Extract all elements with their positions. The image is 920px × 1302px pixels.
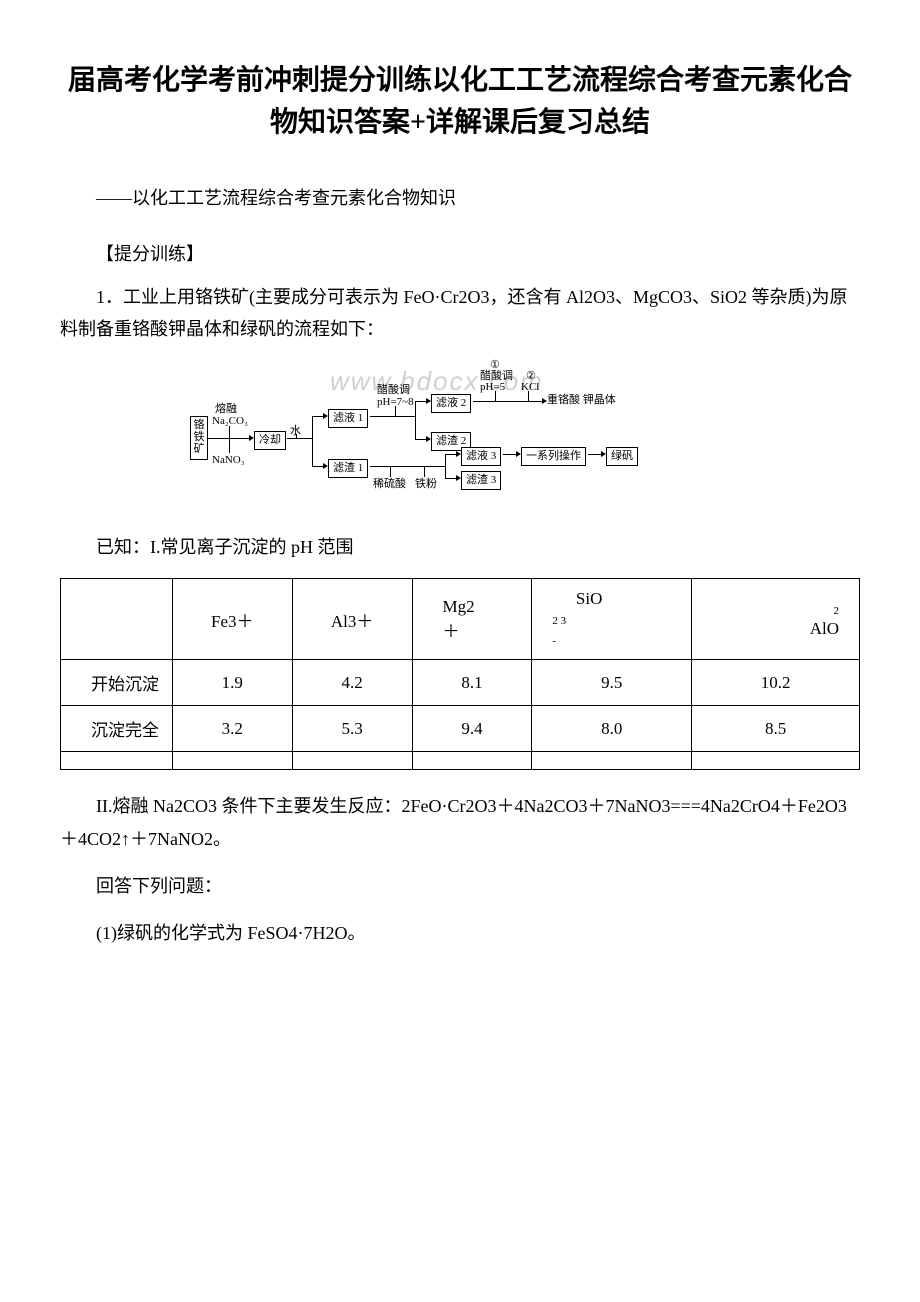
arrow bbox=[445, 454, 457, 455]
box-chromite: 铬 铁 矿 bbox=[190, 416, 208, 460]
row-label: 沉淀完全 bbox=[61, 706, 173, 752]
table-cell: 8.5 bbox=[692, 706, 860, 752]
table-cell: 9.5 bbox=[532, 660, 692, 706]
arrow bbox=[312, 416, 324, 417]
label-product: 重铬酸 钾晶体 bbox=[547, 394, 616, 407]
arrow bbox=[415, 439, 427, 440]
arrow bbox=[415, 401, 427, 402]
arrow bbox=[370, 466, 445, 467]
section-label: 【提分训练】 bbox=[60, 240, 860, 266]
document-subtitle: ——以化工工艺流程综合考查元素化合物知识 bbox=[60, 184, 860, 210]
ph-table: Fe3＋ Al3＋ Mg2＋ SiO2 3- 2AlO 开始沉淀 1.9 4.2… bbox=[60, 578, 860, 770]
label-nano3: NaNO₃ bbox=[212, 454, 245, 466]
box-filtrate2: 滤液 2 bbox=[431, 394, 471, 413]
arrow bbox=[415, 401, 416, 439]
table-row: 开始沉淀 1.9 4.2 8.1 9.5 10.2 bbox=[61, 660, 860, 706]
table-header-row: Fe3＋ Al3＋ Mg2＋ SiO2 3- 2AlO bbox=[61, 579, 860, 660]
table-header: Mg2＋ bbox=[412, 579, 532, 660]
label-acetic1: 醋酸调 bbox=[377, 384, 410, 396]
document-title: 届高考化学考前冲刺提分训练以化工工艺流程综合考查元素化合物知识答案+详解课后复习… bbox=[60, 60, 860, 144]
table-cell: 4.2 bbox=[292, 660, 412, 706]
label-kcl: KCl bbox=[521, 381, 539, 393]
label-ph2: pH=5 bbox=[480, 381, 505, 393]
table-header: Fe3＋ bbox=[172, 579, 292, 660]
process-flowchart: www.bdocx.com 铬 铁 矿 熔融 Na₂CO₃ NaNO₃ 冷却 水… bbox=[190, 361, 670, 506]
arrow bbox=[495, 391, 496, 401]
table-cell: 8.1 bbox=[412, 660, 532, 706]
arrow bbox=[473, 401, 543, 402]
arrow bbox=[296, 434, 297, 438]
arrow bbox=[370, 416, 415, 417]
table-header: 2AlO bbox=[692, 579, 860, 660]
arrow bbox=[528, 391, 529, 401]
known-2: II.熔融 Na2CO3 条件下主要发生反应：2FeO·Cr2O3＋4Na2CO… bbox=[60, 790, 860, 855]
box-cooling: 冷却 bbox=[254, 431, 286, 450]
table-row: 沉淀完全 3.2 5.3 9.4 8.0 8.5 bbox=[61, 706, 860, 752]
answer-label: 回答下列问题： bbox=[60, 870, 860, 902]
table-empty-row bbox=[61, 752, 860, 770]
arrow bbox=[445, 478, 457, 479]
arrow bbox=[445, 454, 446, 478]
arrow bbox=[312, 466, 324, 467]
label-molten: 熔融 bbox=[215, 403, 237, 415]
label-dilute-sulfuric: 稀硫酸 bbox=[373, 478, 406, 490]
arrow bbox=[395, 406, 396, 416]
table-header: SiO2 3- bbox=[532, 579, 692, 660]
table-cell: 9.4 bbox=[412, 706, 532, 752]
arrow bbox=[390, 466, 391, 477]
arrow bbox=[229, 438, 230, 453]
table-header: Al3＋ bbox=[292, 579, 412, 660]
row-label: 开始沉淀 bbox=[61, 660, 173, 706]
known-label: 已知：I.常见离子沉淀的 pH 范围 bbox=[60, 531, 860, 563]
table-cell: 1.9 bbox=[172, 660, 292, 706]
box-filtrate1: 滤液 1 bbox=[328, 409, 368, 428]
table-cell: 3.2 bbox=[172, 706, 292, 752]
box-residue1: 滤渣 1 bbox=[328, 459, 368, 478]
question-1: (1)绿矾的化学式为 FeSO4·7H2O。 bbox=[60, 917, 860, 949]
problem-1-text: 1．工业上用铬铁矿(主要成分可表示为 FeO·Cr2O3，还含有 Al2O3、M… bbox=[60, 281, 860, 346]
arrow bbox=[588, 454, 602, 455]
table-cell: 10.2 bbox=[692, 660, 860, 706]
arrow bbox=[503, 454, 517, 455]
table-cell: 8.0 bbox=[532, 706, 692, 752]
arrow bbox=[312, 416, 313, 466]
label-iron-powder: 铁粉 bbox=[415, 478, 437, 490]
arrow bbox=[287, 438, 312, 439]
box-residue3: 滤渣 3 bbox=[461, 471, 501, 490]
arrow bbox=[229, 426, 230, 438]
box-filtrate3: 滤液 3 bbox=[461, 447, 501, 466]
box-operations: 一系列操作 bbox=[521, 447, 586, 466]
box-green-vitriol: 绿矾 bbox=[606, 447, 638, 466]
table-header-empty bbox=[61, 579, 173, 660]
table-cell: 5.3 bbox=[292, 706, 412, 752]
arrow bbox=[424, 466, 425, 477]
